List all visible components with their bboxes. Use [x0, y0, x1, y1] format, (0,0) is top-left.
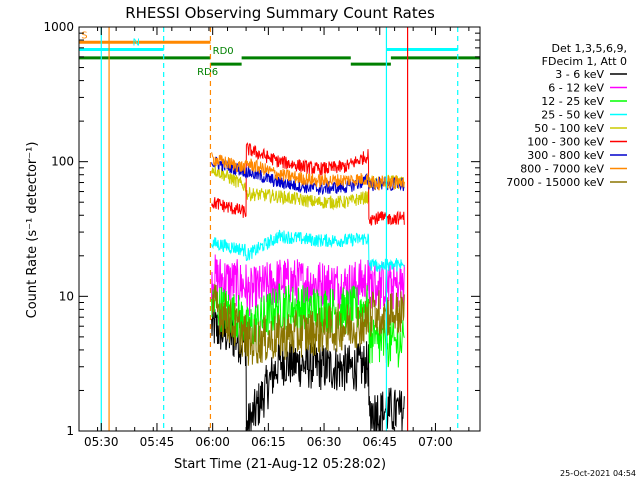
legend-label-800-7000-kev: 800 - 7000 keV — [520, 163, 604, 176]
legend-label-300-800-kev: 300 - 800 keV — [527, 149, 604, 162]
x-tick-label-1: 05:45 — [140, 435, 175, 449]
x-tick-label-5: 06:45 — [362, 435, 397, 449]
legend: Det 1,3,5,6,9, FDecim 1, Att 0 3 - 6 keV… — [506, 42, 627, 189]
flag-label-rd0: RD0 — [213, 46, 234, 57]
x-tick-label-0: 05:30 — [84, 435, 119, 449]
legend-label-12-25-kev: 12 - 25 keV — [541, 95, 604, 108]
legend-label-3-6-kev: 3 - 6 keV — [555, 68, 604, 81]
x-tick-label-3: 06:15 — [251, 435, 286, 449]
series-line-50-100-kev — [211, 164, 405, 211]
x-tick-label-6: 07:00 — [418, 435, 453, 449]
y-tick-label-3: 1000 — [43, 20, 74, 34]
legend-label-25-50-kev: 25 - 50 keV — [541, 109, 604, 122]
series-line-800-7000-kev — [211, 152, 405, 191]
x-tick-label-4: 06:30 — [307, 435, 342, 449]
legend-label-50-100-kev: 50 - 100 keV — [534, 122, 604, 135]
plot-frame — [78, 26, 481, 432]
series-line-25-50-kev — [211, 229, 405, 272]
y-tick-label-1: 10 — [59, 289, 74, 303]
legend-header-line-2: FDecim 1, Att 0 — [542, 55, 627, 68]
y-axis-label: Count Rate (s⁻¹ detector⁻¹) — [25, 142, 40, 319]
plot-background — [79, 27, 480, 431]
series-line-7000-15000-kev — [211, 283, 405, 366]
flag-label-s: S — [81, 30, 87, 41]
legend-label-6-12-kev: 6 - 12 keV — [548, 82, 604, 95]
legend-label-100-300-kev: 100 - 300 keV — [527, 136, 604, 149]
y-axis: 1 10 100 1000 — [43, 20, 480, 438]
flag-bars: S N RD0 RD6 — [79, 30, 480, 78]
flag-label-n: N — [132, 38, 139, 49]
plot-border — [78, 26, 481, 432]
legend-label-7000-15000-kev: 7000 - 15000 keV — [506, 176, 604, 189]
flag-label-rd6: RD6 — [197, 67, 218, 78]
vertical-markers — [100, 27, 459, 431]
generation-timestamp: 25-Oct-2021 04:54 — [560, 469, 636, 478]
x-axis-label: Start Time (21-Aug-12 05:28:02) — [174, 457, 386, 472]
plot-area — [79, 27, 480, 431]
y-tick-label-0: 1 — [66, 424, 74, 438]
series-line-6-12-kev — [211, 254, 405, 316]
series-layer — [211, 142, 405, 432]
series-line-100-300-kev — [211, 142, 405, 226]
y-tick-label-2: 100 — [51, 155, 74, 169]
chart-title: RHESSI Observing Summary Count Rates — [125, 4, 435, 22]
legend-header-line-1: Det 1,3,5,6,9, — [551, 42, 627, 55]
x-axis: 05:30 05:45 06:00 06:15 06:30 06:45 07:00 — [78, 27, 470, 449]
x-tick-label-2: 06:00 — [195, 435, 230, 449]
